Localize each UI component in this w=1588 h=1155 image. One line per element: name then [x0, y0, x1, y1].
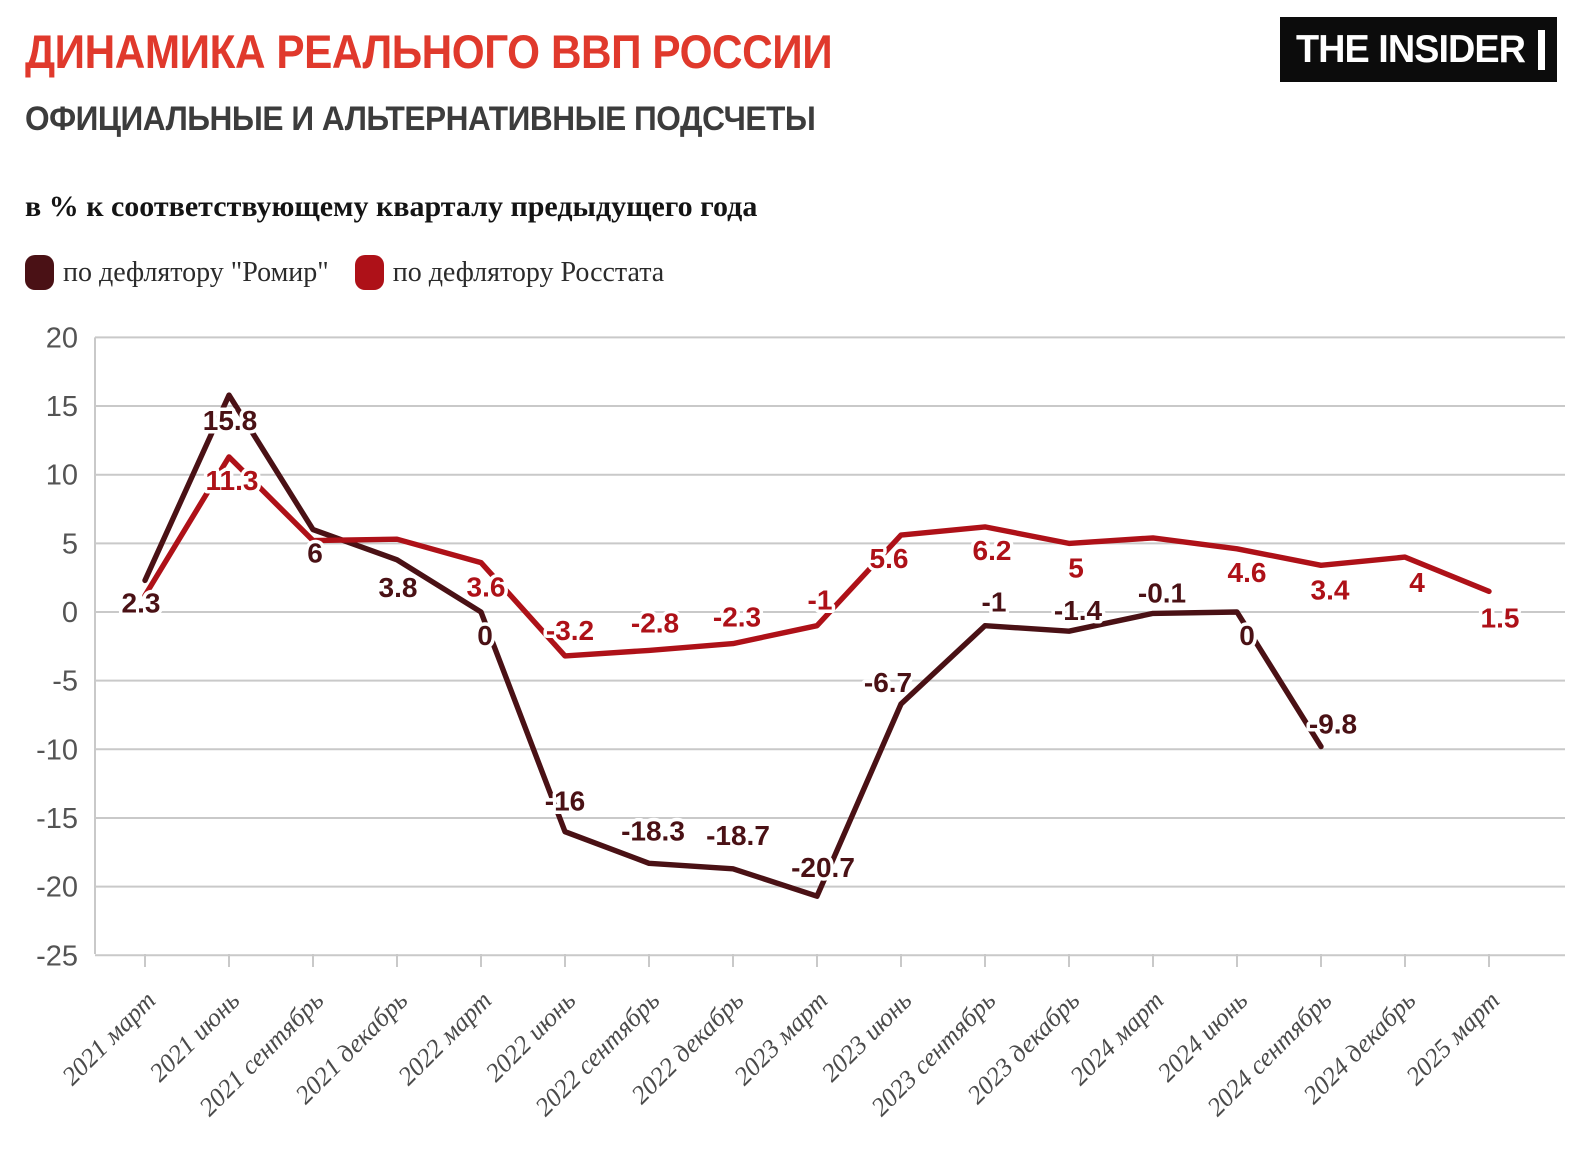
data-label: -1 — [982, 587, 1007, 618]
data-label: -1.4 — [1054, 595, 1103, 626]
y-tick-label: 15 — [46, 391, 78, 423]
data-label: -16 — [545, 786, 585, 817]
data-label: -18.3 — [621, 815, 685, 846]
x-tick-label: 2021 март — [56, 986, 161, 1091]
data-label: 15.8 — [203, 405, 258, 436]
data-labels-rosstat: 11.3 3.6 -3.2 -2.8 -2.3 -1 5.6 6.2 5 4.6 3.4 4 1.5 — [202, 461, 1523, 649]
data-label: 5 — [1068, 552, 1084, 583]
y-tick-label: -10 — [36, 734, 78, 766]
y-tick-label: -20 — [36, 872, 78, 904]
y-tick-label: 5 — [62, 528, 78, 560]
data-label: 6 — [307, 538, 323, 569]
data-label: 3.8 — [379, 572, 418, 603]
page-title: ДИНАМИКА РЕАЛЬНОГО ВВП РОССИИ — [25, 25, 833, 78]
logo-text: THE INSIDER — [1296, 27, 1526, 71]
data-label: -9.8 — [1309, 709, 1357, 740]
data-label: 4 — [1409, 567, 1425, 598]
y-tick-label: -25 — [36, 940, 78, 972]
legend-item-rosstat: по дефлятору Росстата — [354, 255, 665, 290]
data-label: 5.6 — [870, 543, 909, 574]
data-label: 3.4 — [1311, 574, 1350, 605]
y-axis-labels: 20 15 10 5 0 -5 -10 -15 -20 -25 — [36, 322, 78, 972]
data-label: 4.6 — [1228, 557, 1267, 588]
axes — [94, 337, 1490, 967]
data-label: -6.7 — [864, 667, 912, 698]
data-label: -1 — [808, 585, 833, 616]
data-label: -18.7 — [706, 820, 770, 851]
data-label: 6.2 — [973, 535, 1012, 566]
legend-item-label: по дефлятору "Ромир" — [63, 256, 329, 288]
data-label: 3.6 — [467, 572, 506, 603]
y-tick-label: -5 — [52, 666, 78, 698]
data-label: -0.1 — [1138, 577, 1186, 608]
legend: по дефлятору "Ромир" по дефлятору Росста… — [25, 255, 664, 290]
data-label: -3.2 — [546, 615, 594, 646]
page-subtitle: ОФИЦИАЛЬНЫЕ И АЛЬТЕРНАТИВНЫЕ ПОДСЧЕТЫ — [25, 100, 816, 138]
logo-cursor-icon — [1538, 29, 1545, 70]
the-insider-logo: THE INSIDER — [1280, 17, 1557, 82]
data-label: -2.8 — [631, 607, 679, 638]
rosstat-swatch-icon — [354, 255, 384, 290]
romir-swatch-icon — [25, 255, 54, 290]
y-tick-label: 20 — [46, 322, 78, 354]
y-tick-label: -15 — [36, 803, 78, 835]
gridlines — [95, 336, 1565, 957]
data-label: 1.5 — [1481, 602, 1520, 633]
y-tick-label: 0 — [62, 597, 78, 629]
series-line-rosstat — [142, 454, 1492, 659]
data-label: 2.3 — [122, 587, 161, 618]
y-tick-label: 10 — [46, 460, 78, 492]
data-label: 0 — [477, 620, 493, 651]
legend-item-romir: по дефлятору "Ромир" — [25, 255, 329, 290]
unit-note: в % к соответствующему кварталу предыдущ… — [25, 190, 758, 223]
data-label: 11.3 — [206, 465, 259, 496]
legend-item-label: по дефлятору Росстата — [392, 256, 665, 288]
data-labels-romir: 2.3 15.8 6 3.8 0 -16 -18.3 -18.7 -20.7 -6.7 -1 -1.4… — [118, 402, 1361, 887]
data-label: -20.7 — [791, 852, 855, 883]
data-label: -2.3 — [713, 602, 761, 633]
data-label: 0 — [1239, 620, 1255, 651]
